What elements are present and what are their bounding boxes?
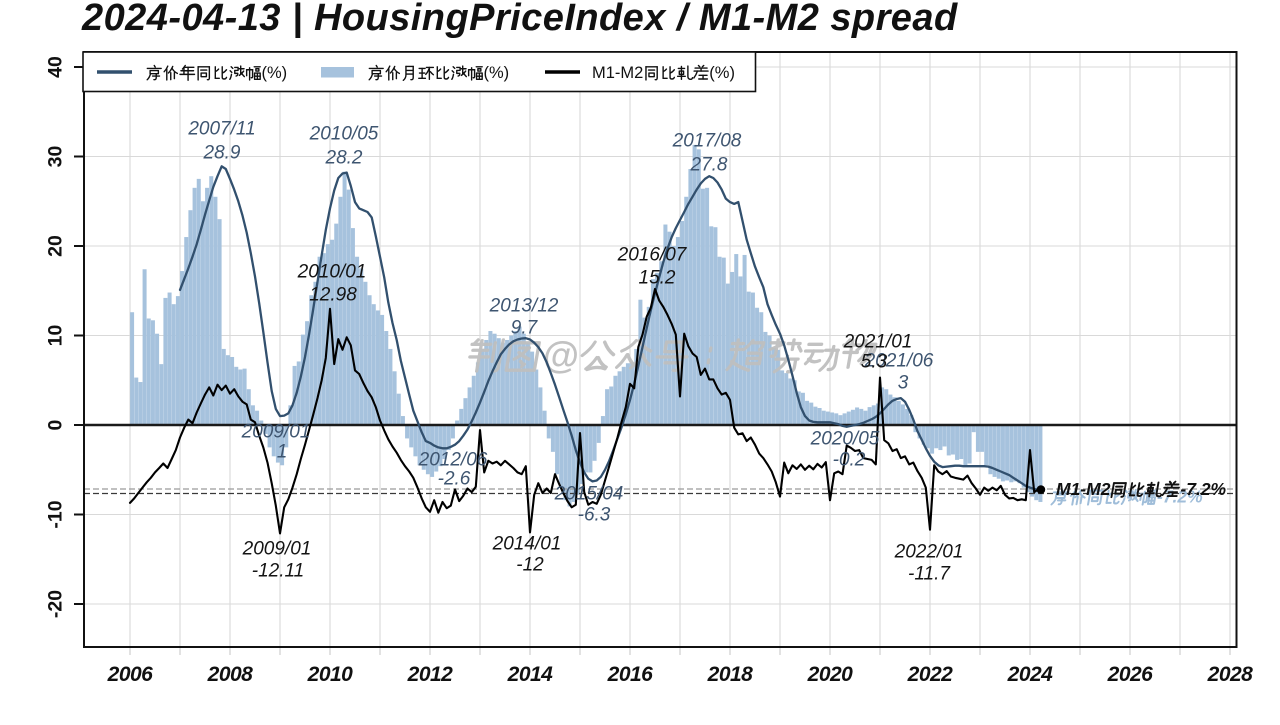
svg-text:15.2: 15.2 [639, 268, 676, 289]
svg-text:40: 40 [44, 56, 66, 78]
svg-text:1: 1 [277, 442, 288, 463]
svg-text:(%): (%) [262, 64, 288, 82]
svg-text:2021/06: 2021/06 [864, 351, 934, 372]
svg-text:28.9: 28.9 [203, 143, 241, 164]
svg-text:2018: 2018 [707, 663, 754, 686]
svg-text:2020: 2020 [807, 663, 854, 686]
svg-text:2009/01: 2009/01 [241, 422, 311, 443]
svg-text:-11.7: -11.7 [908, 564, 951, 585]
svg-text:3: 3 [898, 373, 909, 394]
svg-text:-2.6: -2.6 [438, 469, 471, 490]
svg-text:20: 20 [44, 235, 66, 257]
svg-text:9.7: 9.7 [511, 318, 539, 339]
svg-text:12.98: 12.98 [309, 285, 357, 306]
svg-text:2022: 2022 [907, 663, 954, 686]
svg-text:2028: 2028 [1207, 663, 1254, 686]
svg-text:M1-M2: M1-M2 [1056, 479, 1111, 499]
svg-text:2007/11: 2007/11 [187, 119, 255, 140]
svg-text:2009/01: 2009/01 [242, 539, 312, 560]
svg-text:-12.11: -12.11 [252, 561, 304, 582]
svg-text:2010: 2010 [307, 663, 354, 686]
svg-text:2016/07: 2016/07 [617, 245, 688, 266]
svg-text:-7.2%: -7.2% [1180, 479, 1226, 499]
svg-text:2012/06: 2012/06 [418, 450, 488, 471]
svg-text:2024-04-13 | HousingPriceIndex: 2024-04-13 | HousingPriceIndex / M1-M2 s… [81, 0, 958, 39]
svg-text:2015/04: 2015/04 [554, 484, 624, 505]
svg-text:0: 0 [44, 419, 66, 430]
svg-text:M1-M2: M1-M2 [592, 64, 643, 82]
svg-text:2017/08: 2017/08 [672, 131, 742, 152]
svg-text:2013/12: 2013/12 [489, 296, 559, 317]
svg-text:28.2: 28.2 [325, 148, 363, 169]
svg-text:2014: 2014 [507, 663, 554, 686]
svg-text:2016: 2016 [607, 663, 654, 686]
svg-text:(%): (%) [709, 64, 735, 82]
svg-text:-6.3: -6.3 [578, 505, 611, 526]
svg-text:2020/05: 2020/05 [810, 429, 880, 450]
svg-text:2012: 2012 [407, 663, 454, 686]
svg-text:2008: 2008 [207, 663, 254, 686]
svg-text:2006: 2006 [107, 663, 154, 686]
svg-text:2022/01: 2022/01 [894, 542, 964, 563]
svg-text:2021/01: 2021/01 [843, 332, 913, 353]
svg-text:(%): (%) [484, 64, 510, 82]
svg-text:-0.2: -0.2 [833, 450, 866, 471]
svg-text:-12: -12 [516, 555, 544, 576]
svg-text:2010/01: 2010/01 [297, 262, 367, 283]
svg-text:5.3: 5.3 [861, 352, 888, 373]
svg-text:2024: 2024 [1007, 663, 1054, 686]
svg-text:27.8: 27.8 [690, 155, 728, 176]
svg-text:-20: -20 [44, 590, 66, 618]
svg-text:2014/01: 2014/01 [492, 534, 562, 555]
svg-text:@: @ [542, 335, 578, 376]
svg-text:10: 10 [44, 325, 66, 347]
svg-text:-10: -10 [44, 500, 66, 528]
svg-text:30: 30 [44, 146, 66, 168]
svg-text:2026: 2026 [1107, 663, 1154, 686]
svg-text:2010/05: 2010/05 [309, 124, 379, 145]
